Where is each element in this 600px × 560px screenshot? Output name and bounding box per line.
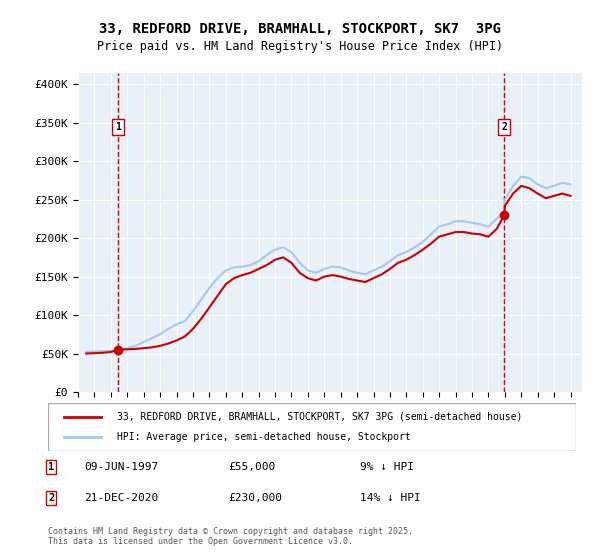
Text: 33, REDFORD DRIVE, BRAMHALL, STOCKPORT, SK7 3PG (semi-detached house): 33, REDFORD DRIVE, BRAMHALL, STOCKPORT, … bbox=[116, 412, 522, 422]
Text: £230,000: £230,000 bbox=[228, 493, 282, 503]
Text: 14% ↓ HPI: 14% ↓ HPI bbox=[360, 493, 421, 503]
Text: 2: 2 bbox=[48, 493, 54, 503]
FancyBboxPatch shape bbox=[48, 403, 576, 451]
Text: 9% ↓ HPI: 9% ↓ HPI bbox=[360, 462, 414, 472]
Text: 2: 2 bbox=[502, 122, 507, 132]
Text: 21-DEC-2020: 21-DEC-2020 bbox=[84, 493, 158, 503]
Text: 33, REDFORD DRIVE, BRAMHALL, STOCKPORT, SK7  3PG: 33, REDFORD DRIVE, BRAMHALL, STOCKPORT, … bbox=[99, 22, 501, 36]
Text: Price paid vs. HM Land Registry's House Price Index (HPI): Price paid vs. HM Land Registry's House … bbox=[97, 40, 503, 53]
Text: HPI: Average price, semi-detached house, Stockport: HPI: Average price, semi-detached house,… bbox=[116, 432, 410, 442]
Text: 09-JUN-1997: 09-JUN-1997 bbox=[84, 462, 158, 472]
Text: £55,000: £55,000 bbox=[228, 462, 275, 472]
Text: Contains HM Land Registry data © Crown copyright and database right 2025.
This d: Contains HM Land Registry data © Crown c… bbox=[48, 526, 413, 546]
Text: 1: 1 bbox=[48, 462, 54, 472]
Text: 1: 1 bbox=[115, 122, 121, 132]
